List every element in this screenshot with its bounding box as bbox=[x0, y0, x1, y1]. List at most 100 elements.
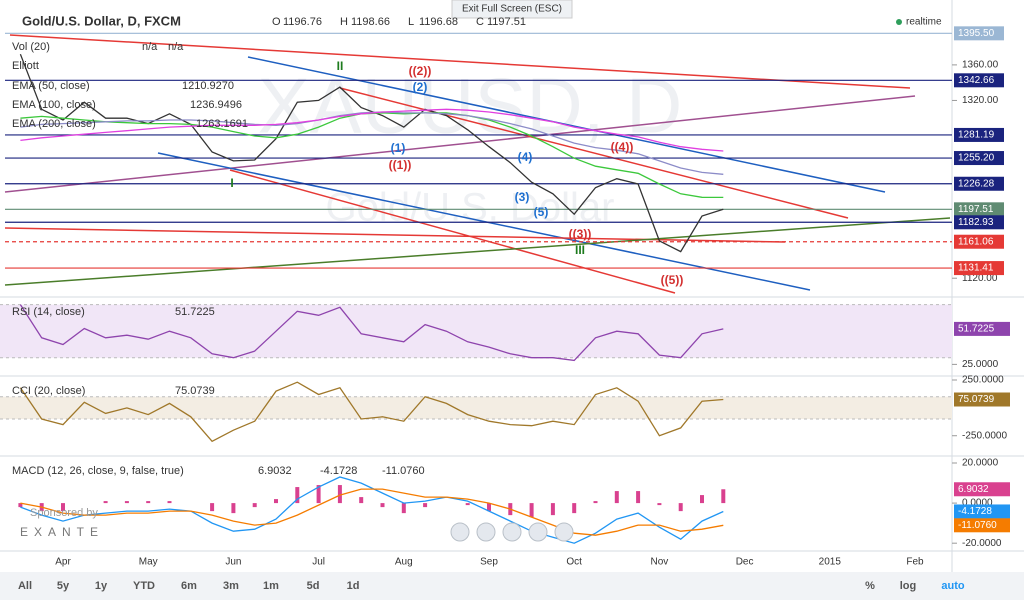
pane-readout: 6.9032 bbox=[258, 465, 292, 477]
price-level-box bbox=[954, 261, 1004, 276]
vol-legend: Vol (20) bbox=[12, 41, 50, 53]
vol-value: n/a bbox=[168, 41, 184, 53]
range-button[interactable]: 5d bbox=[307, 580, 320, 592]
wave-label: ((5)) bbox=[661, 273, 684, 287]
indicator-legend: EMA (100, close) bbox=[12, 99, 96, 111]
sponsor-text: Sponsored by bbox=[30, 507, 98, 519]
histogram-bar bbox=[572, 503, 577, 514]
price-level-box bbox=[954, 151, 1004, 166]
histogram-bar bbox=[274, 499, 278, 504]
y-tick-label: -250.0000 bbox=[962, 430, 1007, 441]
histogram-bar bbox=[359, 497, 364, 504]
realtime-dot bbox=[896, 19, 902, 25]
histogram-bar bbox=[295, 487, 300, 504]
histogram-bar bbox=[721, 489, 726, 504]
last-value-label: 51.7225 bbox=[958, 324, 995, 335]
indicator-legend: EMA (200, close) bbox=[12, 118, 96, 130]
histogram-bar bbox=[380, 503, 385, 508]
price-level-label: 1131.41 bbox=[958, 263, 994, 274]
wave-label: ((3)) bbox=[569, 227, 592, 241]
histogram-bar bbox=[316, 485, 321, 504]
last-value-label: 6.9032 bbox=[958, 484, 989, 495]
series-line bbox=[19, 304, 724, 362]
histogram-bar bbox=[423, 503, 428, 508]
vol-value: n/a bbox=[142, 41, 158, 53]
band bbox=[0, 304, 952, 358]
range-button[interactable]: 1d bbox=[347, 580, 360, 592]
x-tick-label: Nov bbox=[651, 557, 669, 568]
exit-fullscreen-button[interactable] bbox=[451, 0, 573, 19]
scale-option[interactable]: auto bbox=[941, 580, 965, 592]
histogram-bar bbox=[593, 501, 598, 504]
pane-readout: -11.0760 bbox=[382, 465, 425, 477]
wave-label: III bbox=[575, 243, 585, 257]
y-tick-label: 20.0000 bbox=[962, 458, 999, 469]
indicator-value: 1236.9496 bbox=[190, 99, 242, 111]
histogram-bar bbox=[657, 503, 662, 506]
plots: 1360.00 1320.00 1120.00 1395.50 1342.66 1281.… bbox=[0, 26, 1010, 568]
pane-separators bbox=[0, 0, 1024, 572]
wave-label: ((1)) bbox=[389, 158, 412, 172]
band bbox=[0, 396, 952, 420]
last-value-label: -4.1728 bbox=[958, 506, 992, 517]
histogram-bar bbox=[146, 501, 151, 504]
wave-label: I bbox=[230, 176, 233, 190]
price-level-box bbox=[954, 202, 1004, 217]
scale-option[interactable]: log bbox=[900, 580, 917, 592]
x-tick-label: Aug bbox=[395, 557, 413, 568]
histogram-bar bbox=[636, 491, 641, 504]
price-level-box bbox=[954, 176, 1004, 191]
y-tick-label: 25.0000 bbox=[962, 359, 999, 370]
last-value-label: -11.0760 bbox=[958, 520, 997, 531]
y-tick-label: 250.0000 bbox=[962, 375, 1004, 386]
range-button[interactable]: YTD bbox=[133, 580, 155, 592]
wave-label: (1) bbox=[391, 141, 406, 155]
range-button[interactable]: 5y bbox=[57, 580, 70, 592]
x-tick-label: Jun bbox=[225, 557, 241, 568]
x-tick-label: May bbox=[139, 557, 158, 568]
sponsor-brand: EXANTE bbox=[20, 525, 104, 539]
histogram-bar bbox=[529, 503, 534, 518]
price-level-label: 1197.51 bbox=[958, 204, 994, 215]
histogram-bar bbox=[678, 503, 683, 512]
last-value-box bbox=[954, 482, 1010, 497]
indicator-value: 1263.1691 bbox=[196, 118, 248, 130]
realtime-label: realtime bbox=[906, 17, 942, 28]
histogram-bar bbox=[103, 501, 108, 504]
x-tick-label: Oct bbox=[566, 557, 582, 568]
histogram-bar bbox=[167, 501, 172, 504]
x-tick-label: Sep bbox=[480, 557, 498, 568]
series-line bbox=[20, 488, 724, 536]
exit-fullscreen-label[interactable]: Exit Full Screen (ESC) bbox=[462, 4, 562, 15]
last-value-box bbox=[954, 518, 1010, 533]
range-button[interactable]: 1m bbox=[263, 580, 279, 592]
wave-label: ((4)) bbox=[611, 140, 634, 154]
ohlc-value: 1196.68 bbox=[419, 16, 458, 28]
scale-option[interactable]: % bbox=[865, 580, 875, 592]
histogram-bar bbox=[337, 485, 342, 504]
y-tick-label: -20.0000 bbox=[962, 538, 1002, 549]
y-tick-label: 0.0000 bbox=[962, 498, 993, 509]
pane-title: CCI (20, close) bbox=[12, 385, 85, 397]
indicator-value: 1210.9270 bbox=[182, 80, 234, 92]
price-level-label: 1226.28 bbox=[958, 178, 995, 189]
last-value-label: 75.0739 bbox=[958, 394, 995, 405]
price-level-label: 1342.66 bbox=[958, 75, 995, 86]
zoom-controls[interactable] bbox=[450, 522, 574, 542]
range-button[interactable]: 1y bbox=[95, 580, 108, 592]
histogram-bar bbox=[487, 503, 491, 512]
series-line bbox=[20, 476, 724, 544]
y-tick-label: 1360.00 bbox=[962, 60, 999, 71]
price-level-box bbox=[954, 215, 1004, 230]
series-line bbox=[20, 108, 724, 152]
x-tick-label: 2015 bbox=[819, 557, 842, 568]
pane-readout: 75.0739 bbox=[175, 385, 215, 397]
ohlc-key: C bbox=[476, 16, 484, 28]
range-button[interactable]: 6m bbox=[181, 580, 197, 592]
last-value-box bbox=[954, 392, 1010, 407]
pane-readout: 51.7225 bbox=[175, 306, 215, 318]
range-button[interactable]: 3m bbox=[223, 580, 239, 592]
range-button[interactable]: All bbox=[18, 580, 32, 592]
